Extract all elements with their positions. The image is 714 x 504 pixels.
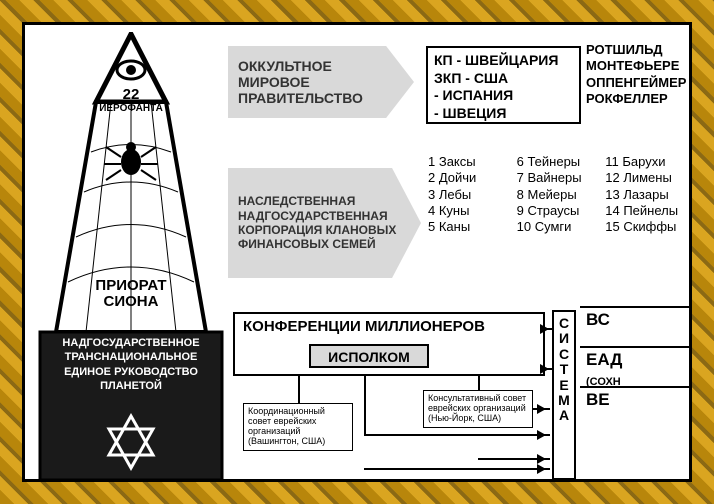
conference-box: КОНФЕРЕНЦИИ МИЛЛИОНЕРОВ ИСПОЛКОМ xyxy=(233,312,545,376)
family-item: 5 Каны xyxy=(428,219,513,235)
family-item: 14 Пейнелы xyxy=(605,203,690,219)
apex-number: 22 xyxy=(36,87,226,103)
abbrev-row: ВЕ xyxy=(580,386,690,426)
sistema-column: СИСТЕМА xyxy=(552,310,576,480)
arrow-line xyxy=(533,408,550,410)
abbrev: ВЕ xyxy=(586,390,610,409)
family-item: 2 Дойчи xyxy=(428,170,513,186)
coord-council-box: Координационный совет еврейских организа… xyxy=(243,403,353,451)
arrow-line xyxy=(478,458,550,460)
conference-title: КОНФЕРЕНЦИИ МИЛЛИОНЕРОВ xyxy=(243,318,485,335)
dynasty: РОТШИЛЬД xyxy=(586,42,691,58)
family-item: 8 Мейеры xyxy=(517,187,602,203)
family-item: 3 Лебы xyxy=(428,187,513,203)
dynasty: РОКФЕЛЛЕР xyxy=(586,91,691,107)
family-item: 13 Лазары xyxy=(605,187,690,203)
family-item: 12 Лимены xyxy=(605,170,690,186)
apex-label: ИЕРОФАНТА xyxy=(36,104,226,115)
arrow-line xyxy=(364,468,550,470)
abbrev: ЕАД xyxy=(586,350,622,369)
abbrev-row: ВС xyxy=(580,306,690,346)
priory-label: ПРИОРАТ СИОНА xyxy=(36,278,226,310)
kp-box: КП - ШВЕЙЦАРИЯ ЗКП - США - ИСПАНИЯ - ШВЕ… xyxy=(426,46,581,124)
kp-line: ЗКП - США xyxy=(434,70,573,88)
dynasty: МОНТЕФЬЕРЕ xyxy=(586,58,691,74)
family-item: 4 Куны xyxy=(428,203,513,219)
arrow-line xyxy=(364,434,550,436)
arrow2-text: НАСЛЕДСТВЕННАЯ НАДГОСУДАРСТВЕННАЯ КОРПОР… xyxy=(238,194,411,252)
family-item: 11 Барухи xyxy=(605,154,690,170)
arrow-occult-govt: ОККУЛЬТНОЕ МИРОВОЕ ПРАВИТЕЛЬСТВО xyxy=(228,46,414,118)
families-table: 1 Заксы 2 Дойчи 3 Лебы 4 Куны 5 Каны 6 Т… xyxy=(428,154,693,235)
family-item: 1 Заксы xyxy=(428,154,513,170)
obelisk-pyramid: 22 ИЕРОФАНТА ПРИОРАТ СИОНА НАДГОСУДАРСТВ… xyxy=(36,32,226,482)
family-item: 15 Скиффы xyxy=(605,219,690,235)
kp-line: - ИСПАНИЯ xyxy=(434,87,573,105)
consult-council-box: Консультативный совет еврейских организа… xyxy=(423,390,533,428)
base-label: НАДГОСУДАРСТВЕННОЕ ТРАНСНАЦИОНАЛЬНОЕ ЕДИ… xyxy=(36,336,226,393)
abbrev: ВС xyxy=(586,310,610,329)
abbrev-sub: (СОХН xyxy=(586,376,621,388)
right-abbrev-column: ВС ЕАД (СОХН ВЕ xyxy=(580,306,690,426)
connector xyxy=(298,376,300,404)
connector xyxy=(364,376,366,436)
kp-line: КП - ШВЕЙЦАРИЯ xyxy=(434,52,573,70)
dynasties-list: РОТШИЛЬД МОНТЕФЬЕРЕ ОППЕНГЕЙМЕР РОКФЕЛЛЕ… xyxy=(586,42,691,107)
family-item: 10 Сумги xyxy=(517,219,602,235)
kp-line: - ШВЕЦИЯ xyxy=(434,105,573,123)
ispolkom-box: ИСПОЛКОМ xyxy=(309,344,429,368)
arrow-hereditary-corp: НАСЛЕДСТВЕННАЯ НАДГОСУДАРСТВЕННАЯ КОРПОР… xyxy=(228,168,421,278)
arrow1-text: ОККУЛЬТНОЕ МИРОВОЕ ПРАВИТЕЛЬСТВО xyxy=(238,58,404,106)
dynasty: ОППЕНГЕЙМЕР xyxy=(586,75,691,91)
family-item: 7 Вайнеры xyxy=(517,170,602,186)
abbrev-row: ЕАД (СОХН xyxy=(580,346,690,386)
family-item: 9 Страусы xyxy=(517,203,602,219)
family-item: 6 Тейнеры xyxy=(517,154,602,170)
